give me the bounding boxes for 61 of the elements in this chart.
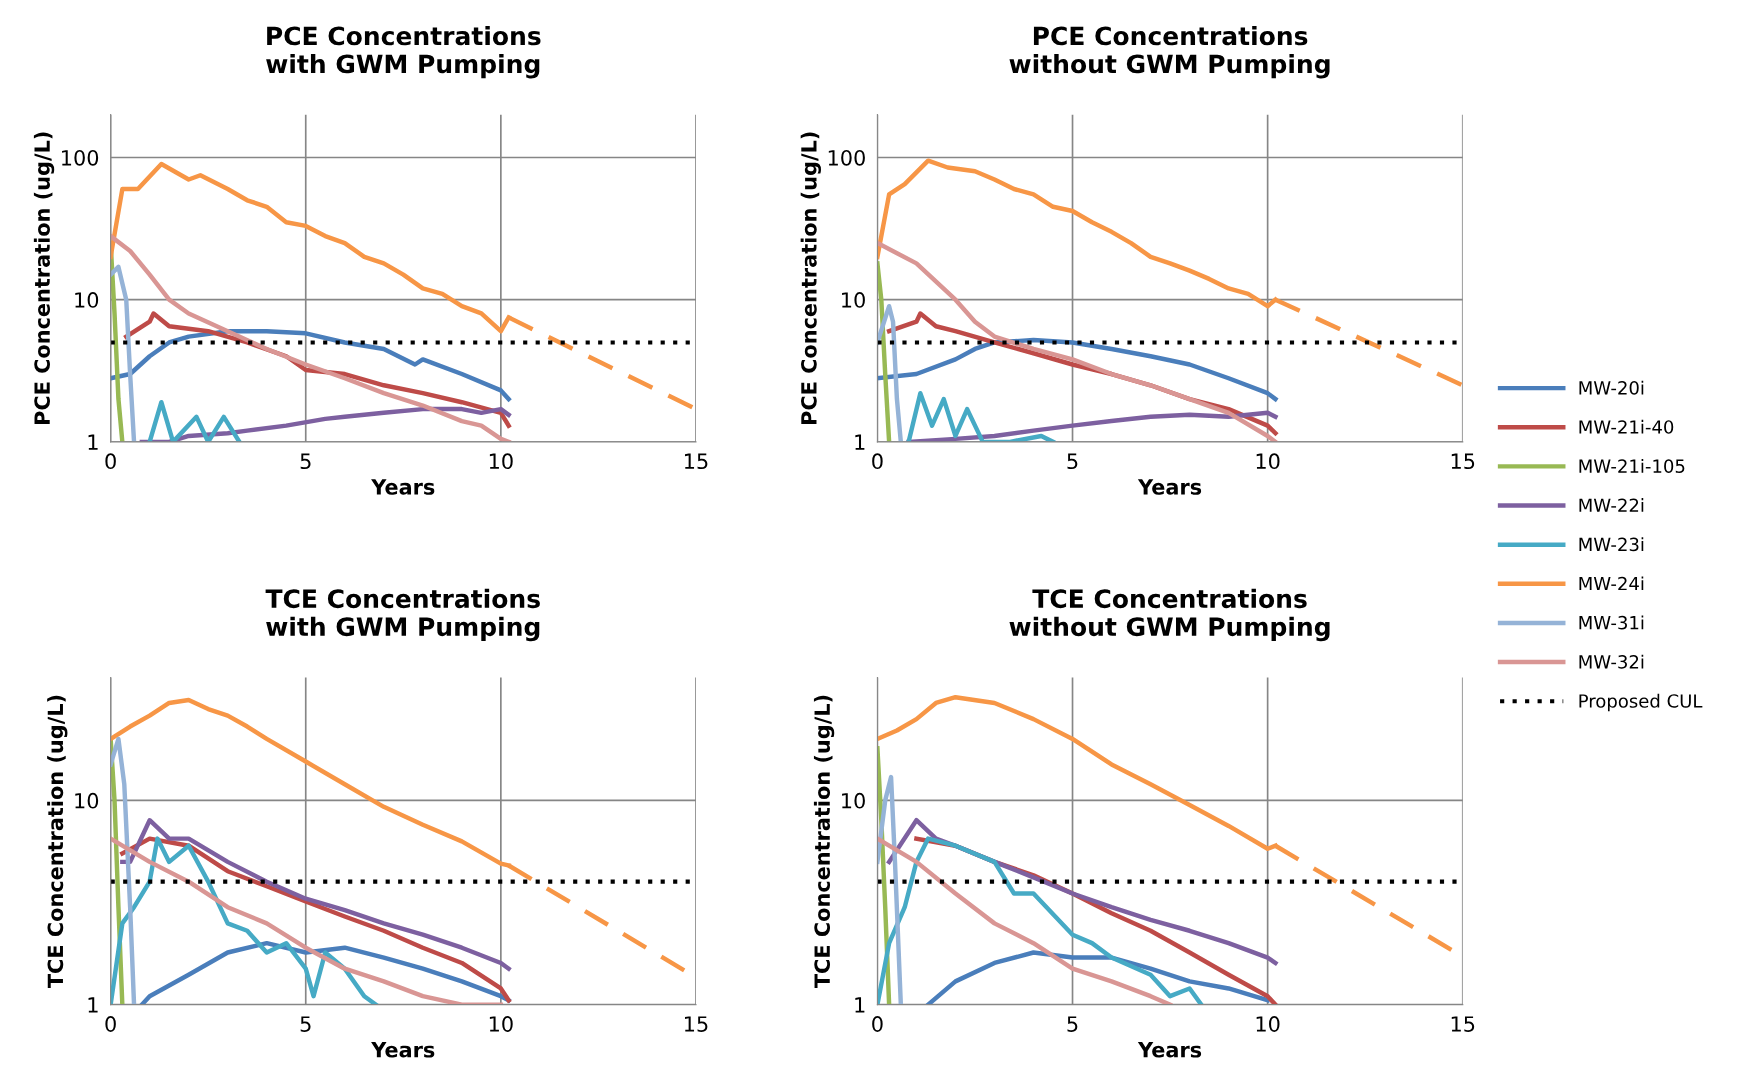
line-series [110,264,137,442]
chart-title: TCE Concentrations without GWM Pumping [1009,588,1330,642]
x-axis-title: Years [371,1042,435,1058]
line-series [139,940,511,1005]
line-series [110,233,511,442]
x-tick-label: 0 [105,453,116,470]
x-tick-label: 15 [1451,1016,1475,1032]
legend-label: MW-32i [1579,654,1644,669]
legend-label: MW-21i-105 [1579,458,1685,473]
x-tick-label: 10 [1256,453,1280,470]
x-tick-label: 5 [1067,1016,1078,1032]
y-tick-label: 1 [88,434,98,450]
legend-label: MW-22i [1579,498,1644,512]
legend-label: MW-31i [1579,615,1644,630]
y-tick-label: 10 [75,292,99,308]
y-axis-title: TCE Concentration (ug/L) [47,695,68,989]
x-tick-label: 10 [489,453,513,470]
y-tick-label: 10 [842,292,865,308]
line-series [906,390,1056,442]
x-tick-label: 10 [489,1016,513,1032]
y-tick-label: 1 [88,997,98,1013]
x-axis-title: Years [371,479,435,495]
line-series [925,950,1270,1005]
y-tick-label: 100 [828,149,865,166]
x-tick-label: 15 [684,453,708,470]
line-series [110,736,137,1005]
line-series [110,836,379,1005]
line-series [877,774,904,1005]
y-axis-title: PCE Concentration (ug/L) [33,132,55,424]
legend-label: MW-21i-40 [1579,419,1674,434]
line-series [906,410,1278,442]
chart-title: PCE Concentrations without GWM Pumping [1009,26,1330,79]
x-tick-label: 15 [1451,453,1475,470]
line-series [120,817,511,971]
line-series [139,406,511,442]
x-tick-label: 15 [684,1016,708,1032]
x-tick-label: 5 [300,1016,311,1032]
legend-label: Proposed CUL [1579,693,1703,712]
line-series [877,261,892,442]
x-tick-label: 0 [872,1016,883,1032]
chart-title: PCE Concentrations with GWM Pumping [266,26,541,79]
y-tick-label: 10 [842,792,865,809]
x-tick-label: 5 [300,453,311,470]
legend-label: MW-20i [1579,380,1644,395]
line-series [877,303,904,442]
chart-title: TCE Concentrations with GWM Pumping [265,588,540,642]
y-tick-label: 1 [855,997,865,1013]
x-tick-label: 0 [105,1016,116,1032]
x-tick-label: 10 [1256,1016,1280,1032]
line-series [877,240,1278,442]
y-axis-title: TCE Concentration (ug/L) [813,695,835,989]
y-axis-title: PCE Concentration (ug/L) [800,132,821,424]
legend-label: MW-24i [1579,576,1644,591]
y-tick-label: 1 [855,434,865,450]
x-axis-title: Years [1137,479,1202,495]
legend-label: MW-23i [1579,537,1644,552]
y-tick-label: 10 [75,792,99,809]
x-tick-label: 0 [872,453,883,470]
x-axis-title: Years [1137,1042,1202,1058]
y-tick-label: 100 [62,149,99,166]
x-tick-label: 5 [1067,453,1078,470]
